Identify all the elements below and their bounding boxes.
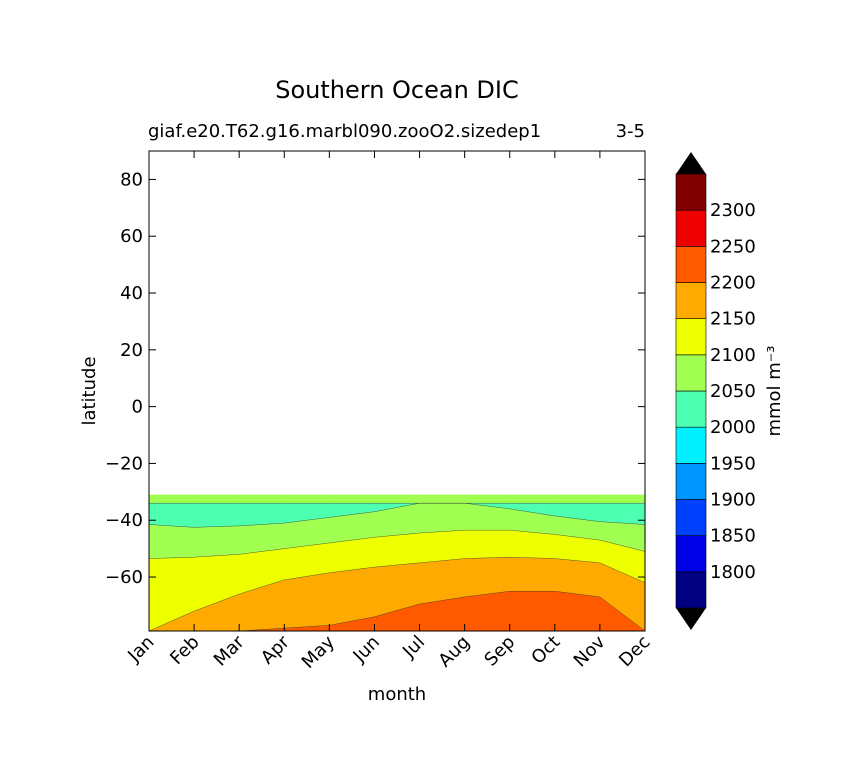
y-tick-label: 0 [132, 397, 143, 418]
y-tick-label: 60 [120, 226, 143, 247]
y-axis: 80 60 40 20 0 −20 −40 −60 [105, 169, 645, 588]
depth-range-label: 3-5 [615, 121, 645, 142]
colorbar-tick-label: 2050 [710, 381, 756, 402]
y-tick-label: 20 [120, 340, 143, 361]
y-tick-label: −60 [105, 567, 143, 588]
colorbar-segment [675, 390, 707, 428]
y-tick-label: −40 [105, 510, 143, 531]
colorbar: 1800 1850 1900 1950 2000 2050 2100 2150 2200 2250… [675, 152, 756, 630]
colorbar-segment [675, 426, 707, 464]
colorbar-tick-label: 2250 [710, 236, 756, 257]
x-tick-label: Nov [570, 631, 610, 671]
run-name: giaf.e20.T62.g16.marbl090.zooO2.sizedep1 [148, 121, 542, 142]
colorbar-tick-label: 2100 [710, 345, 756, 366]
x-tick-label: Jun [349, 632, 384, 667]
x-tick-label: Mar [210, 631, 249, 670]
colorbar-segment [675, 571, 707, 609]
colorbar-tick-label: 2300 [710, 200, 756, 221]
x-tick-label: Oct [527, 632, 564, 669]
chart-title: Southern Ocean DIC [275, 76, 519, 104]
colorbar-tick-label: 2150 [710, 309, 756, 330]
colorbar-tick-label: 1800 [710, 562, 756, 583]
colorbar-label: mmol m⁻³ [764, 345, 785, 436]
colorbar-tick-label: 1950 [710, 453, 756, 474]
x-tick-label: May [298, 631, 339, 672]
y-tick-label: 80 [120, 169, 143, 190]
colorbar-segment [675, 354, 707, 392]
colorbar-segment [675, 246, 707, 283]
x-tick-label: Sep [480, 632, 519, 671]
colorbar-extend-max [676, 152, 706, 174]
y-tick-label: −20 [105, 453, 143, 474]
x-tick-label: Jan [123, 632, 158, 667]
colorbar-segment [675, 499, 707, 536]
colorbar-segment [675, 463, 707, 500]
colorbar-segment [675, 173, 707, 211]
x-tick-label: Apr [257, 631, 294, 668]
colorbar-segment [675, 535, 707, 573]
x-axis-label: month [368, 684, 426, 705]
contour-plot [148, 494, 646, 632]
colorbar-segment [675, 282, 707, 319]
x-tick-label: Dec [615, 632, 654, 671]
colorbar-tick-label: 1900 [710, 490, 756, 511]
x-tick-label: Aug [434, 632, 474, 672]
y-tick-label: 40 [120, 283, 143, 304]
colorbar-tick-label: 2200 [710, 273, 756, 294]
colorbar-segment [675, 209, 707, 247]
plot-frame [148, 150, 646, 632]
x-tick-label: Jul [398, 632, 429, 663]
x-tick-label: Feb [166, 632, 203, 669]
colorbar-tick-label: 2000 [710, 417, 756, 438]
colorbar-tick-label: 1850 [710, 526, 756, 547]
colorbar-segment [675, 318, 707, 356]
y-axis-label: latitude [79, 356, 100, 425]
colorbar-extend-min [676, 608, 706, 630]
